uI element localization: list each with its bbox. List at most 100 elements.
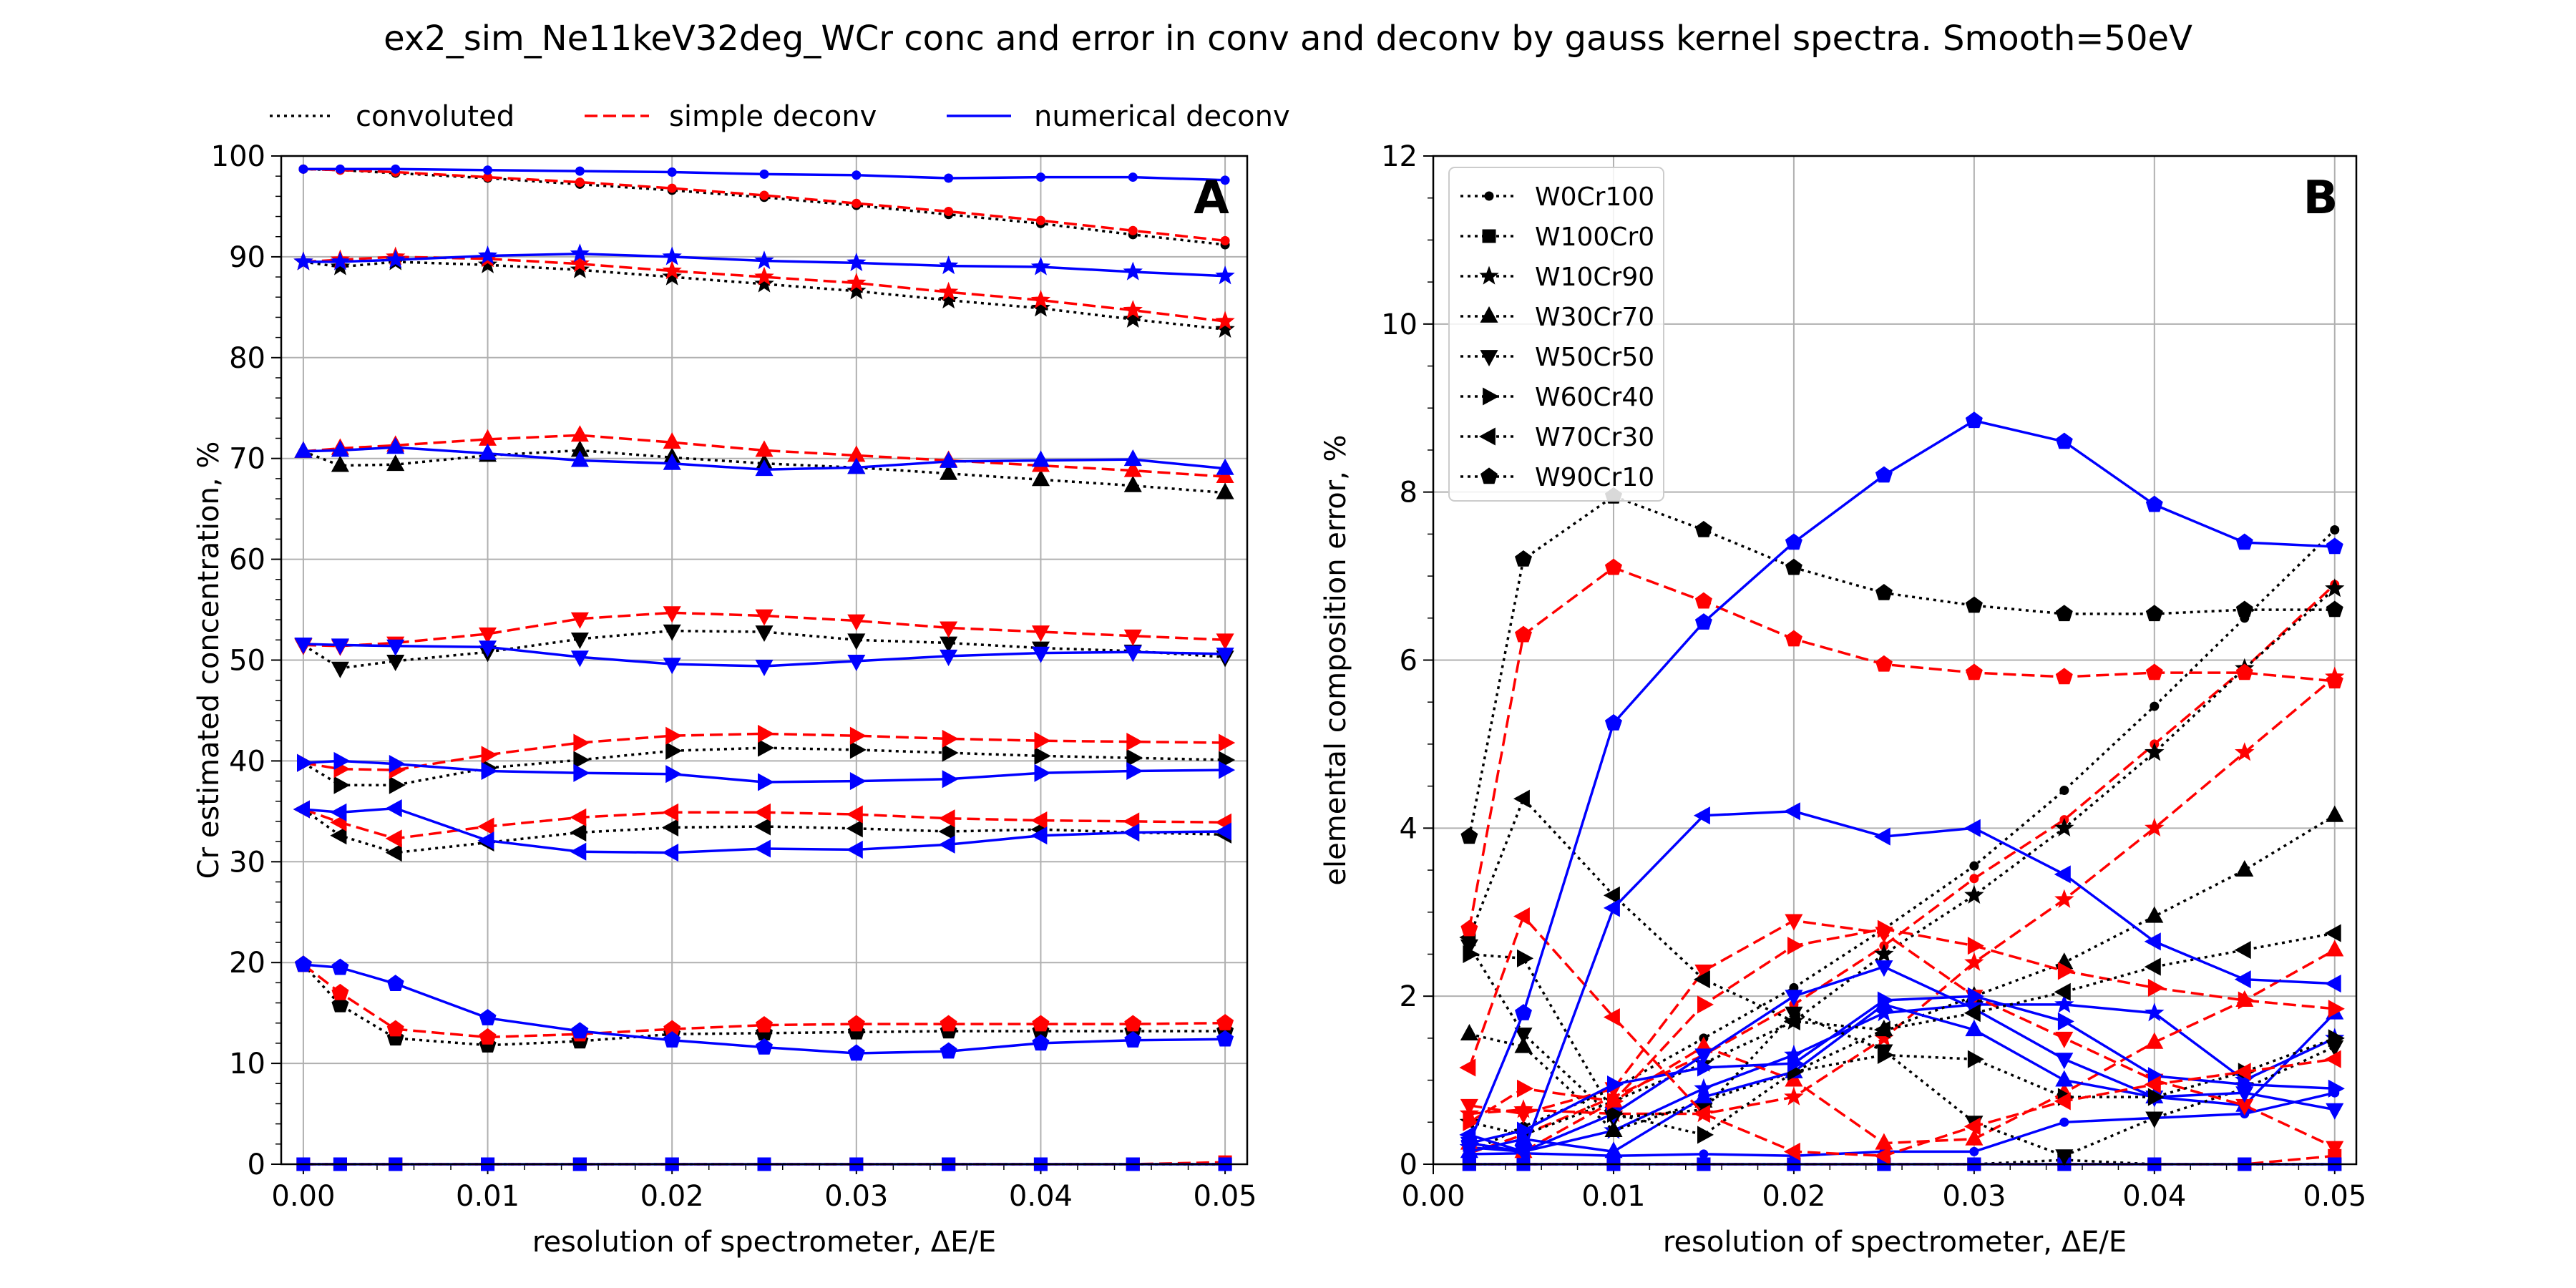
panel-a-series-0-numerical-point-9 xyxy=(1035,172,1045,182)
panel-b-series-6-numerical-point-4 xyxy=(1783,802,1800,821)
panel-a-series-2-conv-line xyxy=(303,260,1226,331)
panel-b-ytick-label-0: 0 xyxy=(1400,1148,1418,1181)
panel-a-ytick-label-1: 10 xyxy=(229,1048,265,1080)
panel-b-series-3-numerical-point-6 xyxy=(1965,1020,1984,1037)
panel-a-series-6-conv-point-5 xyxy=(662,818,679,836)
panel-b-legend-marker-4 xyxy=(1480,350,1498,367)
panel-a-series-3-numerical-point-10 xyxy=(1123,449,1142,467)
panel-a-series-0-numerical-point-3 xyxy=(483,165,493,175)
panel-a-series-4-simple-line xyxy=(303,611,1226,648)
panel-b-series-4-conv-point-7 xyxy=(2055,1149,2074,1166)
panel-b-legend-label-6: W70Cr30 xyxy=(1535,423,1654,452)
panel-b-legend: W0Cr100 W100Cr0 W10Cr90 W30Cr70 W50Cr50 W60Cr… xyxy=(1448,167,1664,502)
panel-b-series-2-simple-line xyxy=(1469,675,2336,1116)
panel-a-series-6-numerical-point-0 xyxy=(293,800,310,819)
panel-a-series-4-conv-line xyxy=(302,629,1226,670)
panel-a-series-2-simple-point-7 xyxy=(847,273,867,292)
panel-b-series-6-conv-point-7 xyxy=(2054,982,2071,1001)
panel-b-ytick-label-1: 2 xyxy=(1400,980,1418,1013)
panel-b-series-6-simple-point-0 xyxy=(1459,1058,1476,1077)
panel-a-series-7-simple-point-6 xyxy=(756,1015,773,1033)
panel-a-series-6-numerical-line xyxy=(303,806,1226,854)
panel-b-series-5-conv-point-0 xyxy=(1463,945,1480,964)
panel-b-series-3-conv-point-1 xyxy=(1514,1036,1533,1053)
panel-a-series-5-conv-point-9 xyxy=(1034,746,1051,765)
panel-b-series-7-numerical-point-3 xyxy=(1694,613,1712,630)
panel-a-series-5-conv-point-10 xyxy=(1126,748,1143,767)
panel-a-ytick-label-3: 30 xyxy=(229,846,265,879)
panel-a-ytick-label-10: 100 xyxy=(211,140,265,173)
panel-a-ytick-label-5: 50 xyxy=(229,645,265,678)
panel-b-series-7-conv-point-1 xyxy=(1515,550,1532,567)
panel-a-series-2-simple-point-8 xyxy=(938,281,959,301)
panel-a-series-5-numerical-point-11 xyxy=(1219,761,1236,779)
panel-a-series-6-conv-point-1 xyxy=(330,826,347,845)
panel-b-series-3-conv-point-2 xyxy=(1604,1120,1623,1137)
panel-b-series-6-simple-point-10 xyxy=(2324,1050,2341,1068)
panel-b-series-5-conv-point-6 xyxy=(1967,1050,1984,1068)
panel-a-series-5-simple-point-11 xyxy=(1219,733,1236,752)
panel-b-series-7-simple-point-6 xyxy=(1965,663,1983,680)
panel-b-series-6-simple-point-3 xyxy=(1693,1104,1710,1123)
panel-a-series-4-simple-point-8 xyxy=(940,621,958,638)
panel-b-series-4-simple-point-4 xyxy=(1785,914,1803,931)
panel-a-series-3-numerical-point-3 xyxy=(478,443,497,460)
panel-a-series-7-simple-point-9 xyxy=(1032,1015,1050,1032)
panel-b-series-0-conv-point-8 xyxy=(2150,701,2160,711)
panel-a-ytick-label-9: 90 xyxy=(229,241,265,274)
panel-a-xtick-label-5: 0.05 xyxy=(1194,1180,1257,1213)
panel-a-series-3-numerical-point-1 xyxy=(331,440,349,457)
panel-a-series-5-conv-point-4 xyxy=(573,751,590,769)
panel-a-series-4-numerical-line xyxy=(303,643,1226,668)
panel-a-series-3-simple-line xyxy=(303,434,1226,478)
panel-a-series-3-numerical-point-6 xyxy=(755,459,774,477)
panel-b-series-5-numerical-point-6 xyxy=(1967,987,1984,1005)
panel-a-series-6-simple-point-2 xyxy=(385,829,402,848)
panel-b-ylabel: elemental composition error, % xyxy=(1319,434,1352,885)
panel-b-ytick-label-5: 10 xyxy=(1381,308,1418,341)
panel-a-series-2-numerical-point-8 xyxy=(938,255,959,275)
panel-b-series-7-simple-point-10 xyxy=(2326,672,2343,689)
panel-a-series-0-numerical-point-2 xyxy=(391,164,401,174)
panel-a-series-5-conv-line xyxy=(302,746,1226,786)
panel-a-series-4-numerical-point-9 xyxy=(1031,646,1050,663)
panel-a-series-2-conv-point-3 xyxy=(477,254,498,273)
panel-a-series-4-simple-point-5 xyxy=(663,606,681,623)
panel-b-series-4-simple-point-0 xyxy=(1460,1098,1478,1116)
panel-b-series-5-numerical-point-10 xyxy=(2328,1079,2345,1098)
panel-a-series-6-conv-point-2 xyxy=(385,844,402,862)
panel-b-series-6-conv-line xyxy=(1468,796,2336,1031)
panel-b-series-2-conv-point-5 xyxy=(1874,944,1894,963)
panel-b-series-2-conv-line xyxy=(1469,587,2336,1136)
panel-a-series-6-numerical-point-2 xyxy=(385,799,402,818)
panel-b-series-6-numerical-point-2 xyxy=(1603,899,1620,917)
panel-a-series-6-conv-line xyxy=(302,808,1226,854)
panel-a-series-6-simple-point-5 xyxy=(662,803,679,821)
suptitle: ex2_sim_Ne11keV32deg_WCr conc and error … xyxy=(384,19,2192,59)
panel-a-series-6-numerical-point-9 xyxy=(1030,826,1048,845)
panel-b-series-7-numerical-point-6 xyxy=(1965,411,1983,429)
panel-b-legend-marker-7 xyxy=(1480,467,1498,484)
panel-a-series-2-simple-point-10 xyxy=(1123,300,1143,319)
legend-simple-label: simple deconv xyxy=(669,100,877,133)
panel-b-series-7-numerical-point-9 xyxy=(2235,533,2253,550)
panel-b-series-2-conv-point-6 xyxy=(1964,884,1984,904)
panel-a-xtick-label-2: 0.02 xyxy=(640,1180,704,1213)
panel-a-series-7-numerical-point-9 xyxy=(1032,1034,1050,1051)
panel-b-series-6-numerical-point-3 xyxy=(1693,806,1710,825)
panel-b-series-2-conv-point-7 xyxy=(2054,817,2074,837)
panel-a-series-3-numerical-point-8 xyxy=(940,451,958,468)
panel-a-series-3-numerical-point-4 xyxy=(570,450,589,467)
panel-a-series-0-simple-point-5 xyxy=(667,183,677,193)
panel-a-series-7-numerical-point-7 xyxy=(847,1044,865,1061)
panel-a-series-0-simple-point-10 xyxy=(1128,225,1138,235)
panel-b-series-5-simple-point-7 xyxy=(2057,962,2074,980)
panel-b-series-7-numerical-point-10 xyxy=(2326,537,2343,555)
panel-b-series-2-simple-point-4 xyxy=(1784,1086,1804,1106)
panel-b-series-7-conv-point-8 xyxy=(2145,605,2163,622)
panel-a-series-6-numerical-point-5 xyxy=(662,844,679,862)
panel-a-series-7-simple-point-1 xyxy=(331,983,349,1000)
legend-numerical-label: numerical deconv xyxy=(1034,100,1290,133)
panel-a-series-6-numerical-point-7 xyxy=(846,840,863,859)
panel-a-series-5-numerical-point-6 xyxy=(758,773,775,791)
